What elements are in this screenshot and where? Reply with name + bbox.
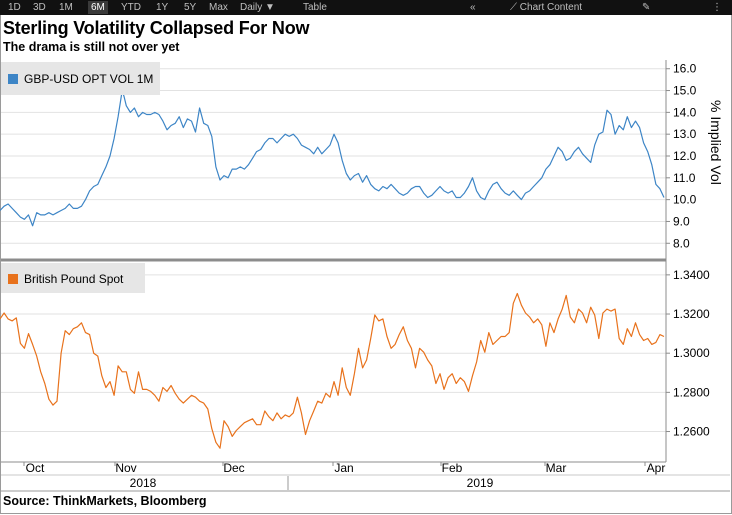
chart-icon: ⟋ [510,2,517,13]
gbp-tick-label: 1.3000 [673,346,710,360]
vol-series [0,89,665,227]
vol-legend-box [1,62,160,95]
vol-legend-label: GBP-USD OPT VOL 1M [24,72,153,86]
vol-tick-label: 15.0 [673,84,697,98]
edit-icon[interactable]: ✎ [642,2,651,13]
gbp-tick-label: 1.3200 [673,307,710,321]
chart-subtitle: The drama is still not over yet [3,40,180,54]
vol-y-ticks: 8.0 9.0 10.0 11.0 12.0 13.0 14.0 15.0 16.0 [666,62,697,250]
collapse-icon[interactable]: « [470,2,476,13]
range-5y[interactable]: 5Y [184,2,197,13]
x-tick-label: Nov [115,461,136,475]
gbp-series [0,292,665,449]
x-tick-label: Oct [26,461,45,475]
gbp-legend-swatch [8,274,18,284]
range-3d[interactable]: 3D [33,2,46,13]
vol-series-line [0,89,665,227]
vol-legend: GBP-USD OPT VOL 1M [1,62,160,95]
more-menu-icon[interactable]: ⋮ [712,2,722,13]
gbp-tick-label: 1.2800 [673,385,710,399]
vol-tick-label: 14.0 [673,105,697,119]
gbp-gridlines [1,274,666,433]
range-6m[interactable]: 6M [88,1,108,14]
vol-legend-swatch [8,74,18,84]
range-ytd[interactable]: YTD [121,2,141,13]
x-tick-label: Mar [546,461,567,475]
gbp-series-line [0,292,665,449]
chart-content-button[interactable]: ⟋ Chart Content [510,1,582,14]
gbp-legend: British Pound Spot [1,263,145,293]
range-max[interactable]: Max [209,2,228,13]
frequency-select[interactable]: Daily ▼ [240,1,275,14]
x-ticks: Oct Nov Dec Jan Feb Mar Apr [23,461,666,475]
chart-content-label: Chart Content [519,2,583,13]
x-tick-label: Apr [647,461,666,475]
gbp-y-ticks: 1.2600 1.2800 1.3000 1.3200 1.3400 [666,268,710,439]
gbp-tick-label: 1.3400 [673,268,710,282]
chart-title: Sterling Volatility Collapsed For Now [3,18,310,38]
range-1m[interactable]: 1M [59,2,73,13]
vol-tick-label: 9.0 [673,214,690,228]
year-label-2019: 2019 [467,476,494,490]
vol-tick-label: 11.0 [673,171,696,185]
x-tick-label: Jan [334,461,353,475]
toolbar: 1D 3D 1M 6M YTD 1Y 5Y Max Daily ▼ Table … [0,0,732,15]
x-tick-label: Dec [223,461,244,475]
gbp-tick-label: 1.2600 [673,425,710,439]
year-label-2018: 2018 [130,476,157,490]
vol-tick-label: 12.0 [673,149,697,163]
frequency-label: Daily [240,2,263,13]
x-tick-label: Feb [442,461,463,475]
range-1d[interactable]: 1D [8,2,21,13]
source-note: Source: ThinkMarkets, Bloomberg [3,494,207,508]
chevron-down-icon: ▼ [265,2,275,13]
vol-tick-label: 10.0 [673,193,697,207]
range-1y[interactable]: 1Y [156,2,169,13]
vol-tick-label: 16.0 [673,62,697,76]
vol-y-axis-label: % Implied Vol [708,100,724,185]
vol-tick-label: 8.0 [673,236,690,250]
gbp-legend-box [1,263,145,293]
table-view-button[interactable]: Table [303,2,327,13]
gbp-legend-label: British Pound Spot [24,272,124,286]
vol-tick-label: 13.0 [673,127,697,141]
